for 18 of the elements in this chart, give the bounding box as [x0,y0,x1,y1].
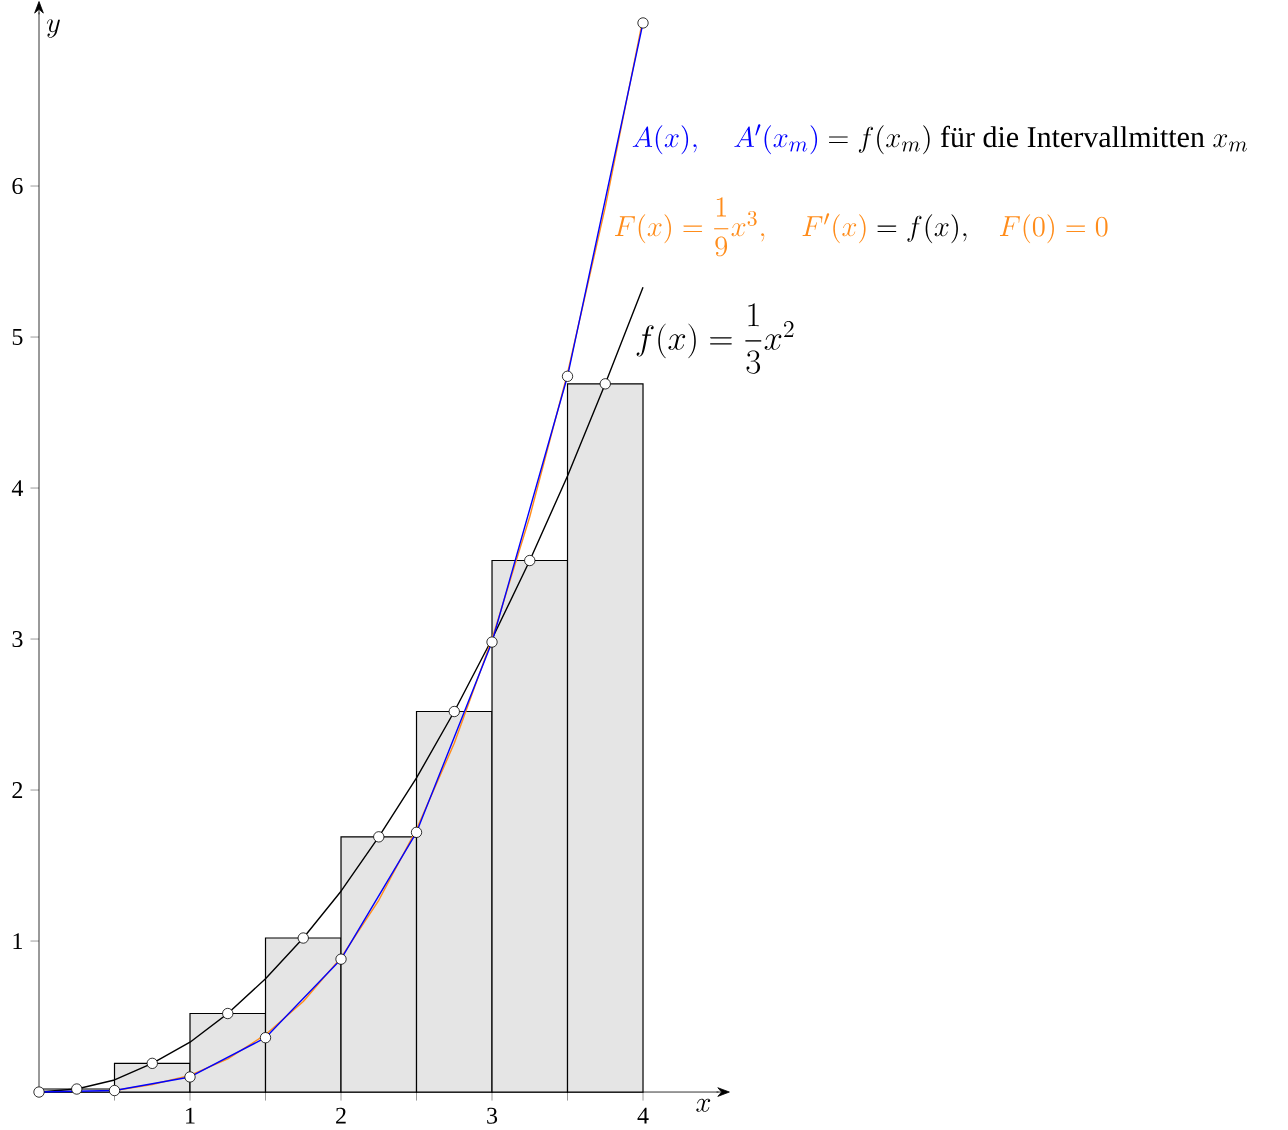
series-label: $f(x) = \dfrac{1}{3}x^2$ [636,303,794,374]
x-tick-label: 4 [637,1107,649,1124]
text: $= f(x_m)\text{ für die Intervallmitten }x_m$ [828,125,1247,154]
text: $F(0) = 0$ [999,214,1108,243]
x-tick-label: 2 [336,1107,346,1124]
x-tick-label: 1 [186,1107,195,1124]
y-tick-label: 5 [12,328,23,345]
series-label: $A(x),\quad A'(x_m)$ [632,124,818,154]
y-tick-label: 4 [11,479,24,496]
y-tick-label: 2 [12,781,23,798]
series-label: $F(x) = \dfrac{1}{9}x^3,\quad F'(x)$ [615,197,866,257]
y-tick-label: 1 [13,932,22,949]
y-axis-title: $y$ [46,18,60,38]
text: $= f(x),$ [877,214,967,243]
x-axis-title: $x$ [696,1098,711,1112]
y-tick-label: 3 [12,630,23,647]
x-tick-label: 3 [487,1107,498,1124]
y-tick-label: 6 [12,177,23,194]
